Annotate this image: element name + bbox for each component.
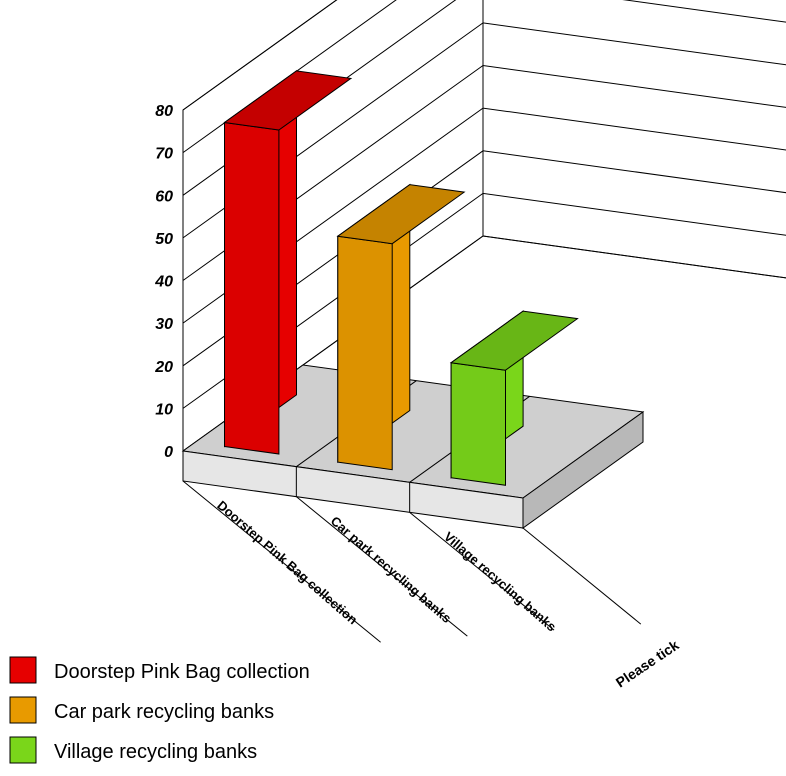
category-guide-line xyxy=(296,496,468,637)
legend: Doorstep Pink Bag collection Car park rec… xyxy=(9,656,310,764)
y-tick-label: 20 xyxy=(154,359,173,376)
bar xyxy=(449,310,579,486)
bar xyxy=(336,183,466,471)
legend-swatch xyxy=(9,656,37,684)
bar xyxy=(223,69,353,455)
category-guide-line xyxy=(522,527,642,625)
x-axis-title: Please tick xyxy=(613,637,682,691)
category-guide-line xyxy=(182,480,381,643)
gridline xyxy=(182,0,338,111)
legend-swatch xyxy=(9,696,37,724)
bar-front xyxy=(224,121,280,455)
y-tick-label: 40 xyxy=(154,274,173,291)
y-tick-label: 70 xyxy=(155,146,173,163)
bar-front xyxy=(337,235,393,471)
y-tick-label: 10 xyxy=(155,401,173,418)
x-category-label: Village recycling banks xyxy=(441,529,559,635)
legend-label: Village recycling banks xyxy=(54,741,257,763)
legend-label: Doorstep Pink Bag collection xyxy=(54,661,310,683)
bar-top xyxy=(223,70,353,131)
y-axis-ticks: 0 10 20 30 40 50 60 70 80 xyxy=(154,103,173,461)
legend-label: Car park recycling banks xyxy=(54,701,274,723)
floor-side xyxy=(522,411,644,529)
y-tick-label: 30 xyxy=(155,316,173,333)
category-guide-line xyxy=(409,511,555,631)
bar-front xyxy=(450,362,506,486)
chart-bars xyxy=(223,69,579,486)
bar-top xyxy=(449,310,579,371)
back-wall xyxy=(482,0,786,279)
bar-top xyxy=(336,184,466,245)
y-tick-label: 50 xyxy=(155,231,173,248)
y-tick-label: 0 xyxy=(164,444,173,461)
y-tick-label: 60 xyxy=(155,188,173,205)
y-tick-label: 80 xyxy=(155,103,173,120)
chart-floor xyxy=(181,364,645,643)
legend-swatch xyxy=(9,736,37,764)
